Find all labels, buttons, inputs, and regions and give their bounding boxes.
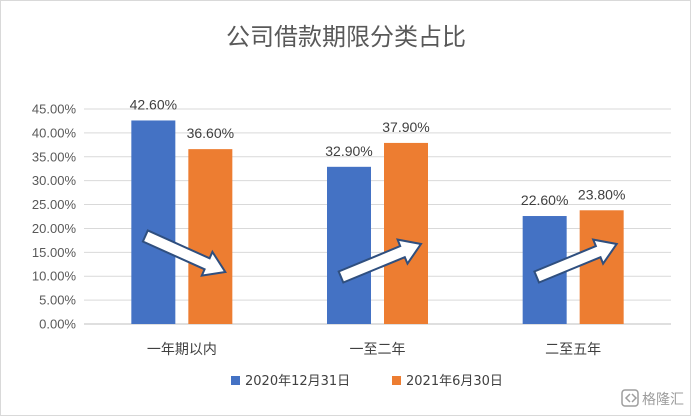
watermark: 格隆汇 [621, 389, 684, 408]
bar-series-1 [131, 120, 176, 324]
y-tick-label: 30.00% [32, 173, 77, 188]
bar-series-1 [327, 166, 371, 324]
legend-swatch [231, 376, 240, 385]
y-tick-label: 25.00% [32, 197, 77, 212]
data-label: 42.60% [130, 96, 177, 112]
bars [131, 120, 624, 324]
gridlines: 0.00% 5.00% 10.00% 15.00% 20.00% 25.00% 30.00%… [32, 102, 671, 332]
legend-label: 2020年12月31日 [245, 374, 350, 389]
gelonghui-logo-icon [621, 389, 639, 407]
data-label: 32.90% [325, 143, 372, 159]
y-tick-label: 0.00% [39, 317, 76, 332]
watermark-text: 格隆汇 [642, 392, 684, 408]
legend: 2020年12月31日 2021年6月30日 [231, 374, 503, 389]
y-tick-label: 10.00% [32, 269, 77, 284]
bar-series-2 [188, 149, 233, 324]
y-tick-label: 20.00% [32, 221, 77, 236]
trend-arrows [141, 229, 619, 284]
legend-swatch [392, 376, 401, 385]
data-label: 37.90% [382, 119, 429, 135]
bar-series-2 [579, 210, 624, 324]
y-tick-label: 40.00% [32, 125, 77, 140]
data-label: 36.60% [187, 125, 234, 141]
y-tick-label: 45.00% [32, 102, 77, 117]
data-label: 22.60% [521, 192, 568, 208]
trend-arrow [337, 238, 423, 284]
category-label: 一年期以内 [147, 342, 217, 358]
y-tick-label: 35.00% [32, 149, 77, 164]
y-tick-label: 5.00% [39, 293, 76, 308]
chart-title: 公司借款期限分类占比 [226, 23, 466, 51]
category-label: 二至五年 [545, 342, 601, 358]
data-labels: 42.60% 36.60% 一年期以内 32.90% 37.90% 一至二年 22.60% 2… [130, 96, 626, 358]
trend-arrow [533, 238, 619, 284]
bar-series-2 [384, 142, 428, 324]
trend-arrow [141, 229, 227, 277]
legend-label: 2021年6月30日 [406, 374, 503, 389]
category-label: 一至二年 [350, 342, 406, 358]
data-label: 23.80% [578, 186, 625, 202]
y-tick-label: 15.00% [32, 245, 77, 260]
